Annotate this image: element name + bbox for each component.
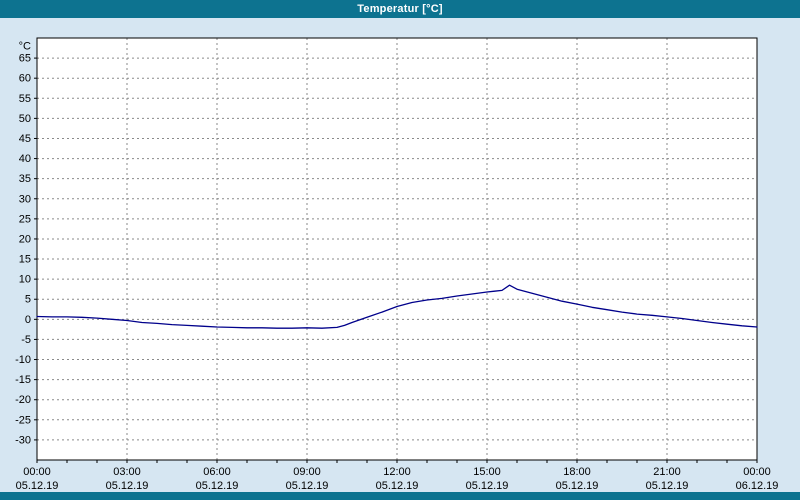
y-tick-label: 45: [19, 133, 31, 145]
y-tick-label: 20: [19, 233, 31, 245]
title-bar: Temperatur [°C]: [0, 0, 800, 18]
x-tick-date-label: 05.12.19: [196, 480, 239, 492]
y-tick-label: 35: [19, 173, 31, 185]
x-tick-date-label: 06.12.19: [736, 480, 779, 492]
plot-border: [36, 37, 758, 461]
y-tick-label: -30: [15, 434, 31, 446]
y-tick-label: 40: [19, 153, 31, 165]
x-tick-date-label: 05.12.19: [376, 480, 419, 492]
y-axis-unit-label: °C: [19, 41, 31, 53]
x-tick-time-label: 06:00: [203, 466, 231, 478]
window-title: Temperatur [°C]: [357, 3, 443, 15]
x-tick-date-label: 05.12.19: [556, 480, 599, 492]
y-tick-label: -5: [21, 334, 31, 346]
x-tick-date-label: 05.12.19: [16, 480, 59, 492]
x-tick-time-label: 18:00: [563, 466, 591, 478]
y-tick-label: -10: [15, 354, 31, 366]
x-tick-date-label: 05.12.19: [286, 480, 329, 492]
x-tick-date-label: 05.12.19: [466, 480, 509, 492]
bottom-strip: [0, 492, 800, 500]
y-tick-label: 30: [19, 193, 31, 205]
chart-area: -30 -25 -20 -15 -10 -5 0 5 10 15 20 25 30 35 40 45 50 55 6…: [0, 18, 800, 492]
x-tick-time-label: 15:00: [473, 466, 501, 478]
x-tick-time-label: 00:00: [23, 466, 51, 478]
temperature-line: [36, 284, 758, 329]
y-tick-label: 5: [25, 294, 31, 306]
x-tick-time-label: 12:00: [383, 466, 411, 478]
y-tick-label: 55: [19, 93, 31, 105]
y-tick-label: -25: [15, 414, 31, 426]
x-tick-time-label: 03:00: [113, 466, 141, 478]
y-tick-label: -20: [15, 394, 31, 406]
y-tick-label: 65: [19, 53, 31, 65]
y-tick-label: 15: [19, 254, 31, 266]
y-tick-label: 50: [19, 113, 31, 125]
temperature-chart: -30 -25 -20 -15 -10 -5 0 5 10 15 20 25 30 35 40 45 50 55 6…: [15, 37, 779, 492]
x-tick-time-label: 21:00: [653, 466, 681, 478]
x-tick-date-label: 05.12.19: [646, 480, 689, 492]
y-tick-label: 0: [25, 314, 31, 326]
y-tick-label: -15: [15, 374, 31, 386]
y-tick-label: 60: [19, 73, 31, 85]
x-tick-time-label: 00:00: [743, 466, 771, 478]
y-tick-label: 10: [19, 274, 31, 286]
y-tick-label: 25: [19, 213, 31, 225]
x-tick-time-label: 09:00: [293, 466, 321, 478]
x-tick-date-label: 05.12.19: [106, 480, 149, 492]
